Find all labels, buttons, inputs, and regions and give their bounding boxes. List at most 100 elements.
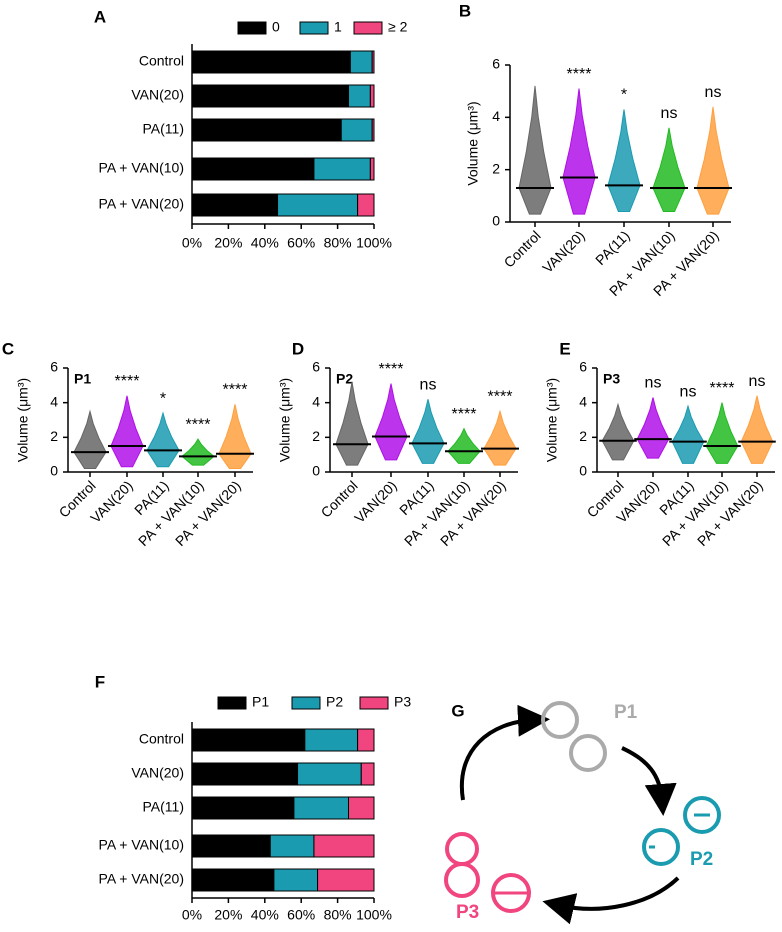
legend-label: 0 <box>272 19 280 35</box>
significance-label: * <box>621 87 627 104</box>
bar-segment <box>357 728 375 752</box>
bar-segment <box>191 84 350 108</box>
y-tick-label: 0 <box>50 463 58 479</box>
y-tick-label: PA + VAN(20) <box>99 871 184 887</box>
point-cloud <box>562 88 596 215</box>
y-tick-label: 4 <box>50 393 58 409</box>
legend-swatch <box>359 696 389 710</box>
y-tick-label: 6 <box>312 359 320 375</box>
y-axis-label: Volume (μm³) <box>465 101 481 185</box>
x-tick-label: PA(11) <box>592 227 633 268</box>
bar-segment <box>191 868 275 892</box>
point-cloud <box>73 409 107 470</box>
cell <box>683 796 721 834</box>
bar-segment <box>371 118 375 142</box>
x-tick-label: VAN(20) <box>351 477 400 526</box>
x-tick-label: 100% <box>356 907 392 923</box>
point-cloud <box>705 402 739 464</box>
x-tick-label: 60% <box>287 907 315 923</box>
bar-segment <box>357 193 375 217</box>
point-cloud <box>601 402 635 461</box>
y-tick-label: VAN(20) <box>131 765 184 781</box>
y-tick-label: 2 <box>50 428 58 444</box>
x-tick-label: 0% <box>182 235 202 251</box>
bar-segment <box>269 834 315 858</box>
cell <box>541 701 579 739</box>
inset-label: P1 <box>74 371 91 387</box>
x-tick-label: PA + VAN(20) <box>172 477 244 549</box>
bar-segment <box>348 796 375 820</box>
y-tick-label: 4 <box>312 393 320 409</box>
significance-label: **** <box>452 406 477 423</box>
significance-label: **** <box>488 389 513 406</box>
point-cloud <box>181 438 215 466</box>
x-tick-label: 40% <box>251 235 279 251</box>
y-axis-label: Volume (μm³) <box>277 378 293 462</box>
cell <box>444 862 480 898</box>
legend-label: P1 <box>252 694 269 710</box>
panel-label: E <box>559 339 570 358</box>
panel-label: F <box>95 672 105 691</box>
bar-segment <box>273 868 319 892</box>
y-tick-label: PA(11) <box>143 799 185 815</box>
significance-label: **** <box>223 382 248 399</box>
x-tick-label: 80% <box>324 235 352 251</box>
legend-swatch <box>217 696 247 710</box>
legend-label: P2 <box>326 694 343 710</box>
cell <box>642 828 680 866</box>
y-tick-label: PA + VAN(10) <box>99 837 184 853</box>
bar-segment <box>297 762 362 786</box>
arrow <box>459 704 550 801</box>
panel-label: D <box>292 339 304 358</box>
point-cloud <box>110 395 144 468</box>
point-cloud <box>447 427 481 464</box>
y-tick-label: 0 <box>492 213 500 229</box>
y-tick-label: Control <box>139 731 184 747</box>
y-tick-label: VAN(20) <box>131 87 184 103</box>
x-tick-label: 20% <box>214 907 242 923</box>
bar-segment <box>369 84 375 108</box>
panel-label: C <box>2 339 14 358</box>
node-label: P3 <box>456 902 479 923</box>
point-cloud <box>671 404 705 464</box>
y-tick-label: 2 <box>312 428 320 444</box>
inset-label: P3 <box>603 371 620 387</box>
x-tick-label: 60% <box>287 235 315 251</box>
x-tick-label: Control <box>501 227 544 270</box>
diagram: G P1 P2 P3 <box>444 701 721 925</box>
legend-swatch <box>353 21 383 35</box>
point-cloud <box>374 383 408 461</box>
cell <box>569 734 607 772</box>
y-tick-label: 0 <box>579 463 587 479</box>
significance-label: **** <box>710 380 735 397</box>
cell <box>445 832 479 866</box>
bar-segment <box>191 118 342 142</box>
y-axis-label: Volume (μm³) <box>544 378 560 462</box>
y-tick-label: 6 <box>579 359 587 375</box>
bar-segment <box>349 50 373 74</box>
x-tick-label: VAN(20) <box>539 227 588 276</box>
y-tick-label: 4 <box>579 393 587 409</box>
significance-label: * <box>160 390 166 407</box>
point-cloud <box>411 399 445 464</box>
y-tick-label: 4 <box>492 108 500 124</box>
y-tick-label: 6 <box>492 56 500 72</box>
legend-swatch <box>237 21 267 35</box>
y-tick-label: 2 <box>579 428 587 444</box>
y-tick-label: 6 <box>50 359 58 375</box>
bar-segment <box>191 762 299 786</box>
bar-segment <box>348 84 371 108</box>
y-tick-label: Control <box>139 53 184 69</box>
arrow <box>542 876 680 925</box>
bar-segment <box>191 728 306 752</box>
bar-segment <box>369 157 375 181</box>
bar-segment <box>277 193 359 217</box>
legend-label: ≥ 2 <box>388 19 408 35</box>
bar-segment <box>313 834 375 858</box>
bar-segment <box>313 157 371 181</box>
panel-label: A <box>94 7 106 26</box>
significance-label: ns <box>680 383 697 400</box>
bar-segment <box>360 762 375 786</box>
y-tick-label: PA + VAN(20) <box>99 196 184 212</box>
